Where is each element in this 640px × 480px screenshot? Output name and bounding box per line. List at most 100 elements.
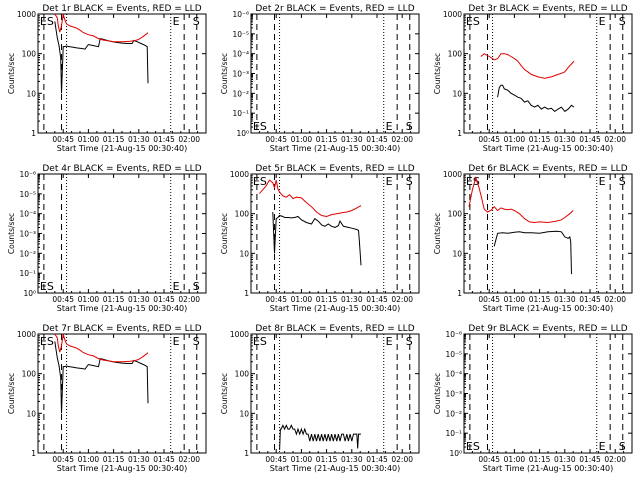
marker-label: S [193,15,200,28]
marker-label: S [193,335,200,348]
marker-label: E [599,175,606,188]
x-tick-label: 01:00 [291,295,313,304]
x-tick-label: 01:00 [78,455,100,464]
y-tick-label: 10⁻⁶ [232,10,249,19]
x-axis-label: Start Time (21-Aug-15 00:30:40) [57,464,188,473]
y-axis-label: Counts/sec [7,53,16,94]
y-tick-label: 10 [239,409,249,418]
panel-title: Det 3r BLACK = Events, RED = LLD [468,4,627,14]
marker-label: E [386,120,393,133]
x-tick-label: 01:15 [103,455,125,464]
panel-title: Det 4r BLACK = Events, RED = LLD [42,164,201,174]
y-tick-label: 10⁰ [236,129,249,138]
plot-frame [37,173,207,294]
y-tick-label: 10⁻¹ [445,429,462,438]
y-tick-label: 1 [31,449,36,458]
x-tick-label: 01:45 [153,455,175,464]
marker-label: E [599,440,606,453]
x-tick-label: 02:00 [604,295,626,304]
panel-2: Det 2r BLACK = Events, RED = LLD ES E S 00:4… [220,4,420,153]
marker-label: E [173,15,180,28]
y-axis-label: Counts/sec [7,213,16,254]
y-tick-label: 10 [452,249,462,258]
marker-label: ES [466,15,480,28]
series-line-lld [480,53,575,79]
marker-label: S [619,175,626,188]
x-tick-label: 01:45 [153,135,175,144]
x-tick-label: 01:45 [153,295,175,304]
marker-label: S [193,280,200,293]
series-line-lld [259,179,362,218]
y-tick-label: 1 [457,129,462,138]
y-tick-label: 1 [457,289,462,298]
x-axis-label: Start Time (21-Aug-15 00:30:40) [483,464,614,473]
x-tick-label: 01:00 [504,295,526,304]
marker-label: S [406,120,413,133]
y-tick-label: 100 [448,50,463,59]
y-tick-label: 10⁻⁵ [19,190,36,199]
x-tick-label: 00:45 [478,295,500,304]
panel-9: Det 9r BLACK = Events, RED = LLD ES E S 00:4… [433,324,633,473]
series-line-lld [54,333,149,363]
y-tick-label: 1 [244,289,249,298]
x-tick-label: 01:15 [316,295,338,304]
y-axis-label: Counts/sec [433,53,442,94]
x-tick-label: 01:00 [504,135,526,144]
x-tick-label: 02:00 [391,295,413,304]
x-tick-label: 01:15 [529,455,551,464]
y-tick-label: 1 [244,449,249,458]
x-tick-label: 01:30 [554,455,576,464]
x-tick-label: 01:00 [78,135,100,144]
x-tick-label: 01:30 [128,295,150,304]
panel-title: Det 1r BLACK = Events, RED = LLD [42,4,201,14]
y-tick-label: 10⁻⁴ [232,50,249,59]
y-tick-label: 10⁰ [23,289,36,298]
y-tick-label: 10⁻⁶ [445,330,462,339]
y-tick-label: 100 [22,50,37,59]
plot-frame [463,173,633,294]
x-tick-label: 00:45 [52,455,74,464]
x-axis-label: Start Time (21-Aug-15 00:30:40) [57,144,188,153]
y-tick-label: 100 [448,210,463,219]
x-tick-label: 01:45 [366,135,388,144]
x-tick-label: 01:45 [579,455,601,464]
series-line-events [54,21,149,94]
x-tick-label: 00:45 [265,455,287,464]
panel-title: Det 8r BLACK = Events, RED = LLD [255,324,414,334]
marker-label: S [406,335,413,348]
marker-label: E [173,280,180,293]
x-tick-label: 00:45 [52,295,74,304]
y-tick-label: 10⁻⁴ [19,210,36,219]
y-tick-label: 10 [452,89,462,98]
x-tick-label: 00:45 [52,135,74,144]
y-tick-label: 10⁻³ [19,230,36,239]
x-tick-label: 02:00 [604,455,626,464]
y-tick-label: 10 [26,409,36,418]
x-tick-label: 00:45 [265,135,287,144]
series-line-lld [468,176,574,224]
x-tick-label: 01:00 [291,455,313,464]
x-axis-label: Start Time (21-Aug-15 00:30:40) [57,304,188,313]
x-tick-label: 00:45 [478,135,500,144]
x-axis-label: Start Time (21-Aug-15 00:30:40) [270,304,401,313]
x-tick-label: 01:00 [504,455,526,464]
y-tick-label: 10⁻³ [445,390,462,399]
marker-label: ES [466,440,480,453]
plot-frame [463,333,633,454]
marker-label: ES [253,175,267,188]
x-tick-label: 01:30 [341,295,363,304]
plot-frame [250,13,420,134]
y-tick-label: 1000 [230,170,249,179]
marker-label: E [173,335,180,348]
y-tick-label: 1000 [443,10,462,19]
y-axis-label: Counts/sec [433,373,442,414]
x-tick-label: 02:00 [178,455,200,464]
marker-label: S [619,440,626,453]
x-tick-label: 01:45 [366,455,388,464]
y-tick-label: 10⁻² [19,249,36,258]
marker-label: S [619,15,626,28]
